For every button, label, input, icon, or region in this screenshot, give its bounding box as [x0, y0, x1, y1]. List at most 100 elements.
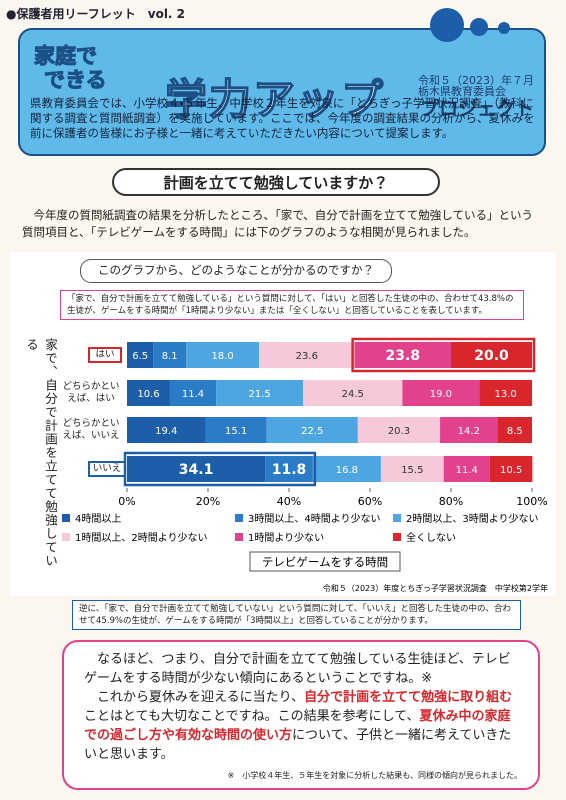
- value-label: 24.5: [342, 389, 364, 400]
- bar-segment: [186, 342, 260, 368]
- legend-label: 2時間以上、3時間より少ない: [406, 512, 539, 525]
- source: 令和５（2023）年度とちぎっ子学習状況調査 中学校第2学年: [323, 583, 548, 593]
- category-label: どちらかといえば、はい: [62, 381, 120, 404]
- value-label: 11.8: [272, 462, 307, 478]
- text: ことはとても大切なことですね。この結果を参考にして、: [84, 709, 420, 724]
- bar-segment: [354, 342, 451, 368]
- text: について、子供と一緒に考えていきたいと思います。: [84, 728, 512, 762]
- bar-segment: [489, 456, 533, 482]
- paragraph: これから夏休みを迎えるに当たり、自分で計画を立てて勉強に取り組むことはとても大切…: [84, 688, 522, 764]
- paragraph: なるほど、つまり、自分で計画を立てて勉強している生徒ほど、テレビゲームをする時間…: [84, 652, 511, 686]
- chart: 6.5 8.1 18.0 23.6 23.8 20.0 10.6 11.4 21.5 24.5 19…: [62, 337, 548, 593]
- value-label: 34.1: [179, 462, 214, 478]
- bar-segment: [497, 417, 532, 443]
- highlight: 夏休み中の家庭での過ごし方や有効な時間の使い方: [84, 709, 511, 743]
- footnote: ※ 小学校４年生、５年生を対象に分析した結果も、同様の傾向が見られました。: [227, 771, 522, 780]
- lead: 今年度の質問紙調査の結果を分析したところ、「家で、自分で計画を立てて勉強している…: [22, 208, 533, 239]
- value-label: 11.4: [182, 389, 204, 400]
- y-axis-label: 家で、自分で計画を立てて勉強している: [24, 338, 58, 568]
- highlight-frame: [351, 337, 536, 373]
- bar-segment: [127, 380, 170, 406]
- bar-segment: [312, 456, 381, 482]
- legend-swatch: [62, 533, 70, 541]
- legend-label: 4時間以上: [75, 513, 121, 525]
- bar-segment: [265, 456, 313, 482]
- bar-segment: [303, 380, 403, 406]
- value-label: 15.1: [225, 426, 247, 437]
- date: 令和５（2023）年７月: [418, 74, 534, 87]
- bar-segment: [153, 342, 187, 368]
- value-label: 23.6: [296, 351, 318, 362]
- question: 計画を立てて勉強していますか？: [112, 168, 440, 196]
- bar-segment: [169, 380, 217, 406]
- value-label: 10.5: [500, 465, 522, 476]
- bar-segment: [127, 342, 154, 368]
- badge: ●保護者用リーフレット vol. 2: [6, 7, 186, 21]
- title-small: できる: [44, 68, 108, 93]
- value-label: 20.0: [474, 348, 509, 364]
- category-label: はい: [88, 347, 122, 363]
- legend-label: 1時間より少ない: [248, 531, 324, 544]
- x-tick-label: 100%: [516, 495, 547, 508]
- value-label: 23.8: [386, 348, 421, 364]
- title-main: 学力アップ: [164, 74, 386, 125]
- legend-swatch: [235, 533, 243, 541]
- title-small: 家庭で: [34, 44, 98, 69]
- value-label: 19.4: [155, 426, 177, 437]
- bar-segment: [451, 342, 532, 368]
- note: 「家で、自分で計画を立てて勉強している」という質問に対して、「はい」と回答した生…: [60, 290, 524, 320]
- category-label: いいえ: [88, 461, 126, 477]
- x-tick-label: 80%: [439, 495, 463, 508]
- highlight: 自分で計画を立てて勉強に取り組む: [304, 690, 513, 705]
- bar-segment: [440, 417, 498, 443]
- value-label: 8.1: [162, 351, 178, 362]
- category-label: どちらかといえば、いいえ: [62, 418, 120, 441]
- x-tick-label: 0%: [118, 495, 135, 508]
- x-tick-label: 40%: [277, 495, 301, 508]
- value-label: 13.0: [495, 389, 517, 400]
- value-label: 19.0: [430, 389, 452, 400]
- title-sub: プロジェクト: [420, 98, 535, 120]
- bar-segment: [127, 456, 266, 482]
- note: 逆に、「家で、自分で計画を立てて勉強していない」という質問に対して、「いいえ」と…: [72, 600, 521, 630]
- value-label: 14.2: [458, 426, 480, 437]
- bar-segment: [479, 380, 532, 406]
- legend-label: 1時間以上、2時間より少ない: [75, 531, 208, 544]
- bar-segment: [259, 342, 355, 368]
- intro: 県教育委員会では、小学校４・５年生、中学校２年生を対象に「とちぎっ子学習状況調査…: [30, 96, 535, 140]
- legend-swatch: [235, 514, 243, 522]
- value-label: 16.8: [336, 465, 358, 476]
- value-label: 11.4: [456, 465, 478, 476]
- bar-segment: [205, 417, 267, 443]
- value-label: 21.5: [249, 389, 271, 400]
- bar-segment: [357, 417, 441, 443]
- speech-bubble: このグラフから、どのようなことが分かるのですか？: [80, 259, 392, 283]
- legend-swatch: [393, 514, 401, 522]
- value-label: 10.6: [137, 389, 159, 400]
- org: 栃木県教育委員会: [418, 85, 506, 98]
- value-label: 18.0: [211, 351, 233, 362]
- value-label: 22.5: [301, 426, 323, 437]
- bar-segment: [380, 456, 444, 482]
- x-axis-label: テレビゲームをする時間: [262, 555, 388, 569]
- text: これから夏休みを迎えるに当たり、: [84, 690, 305, 705]
- bar-segment: [443, 456, 490, 482]
- bar-segment: [127, 417, 206, 443]
- value-label: 8.5: [507, 426, 523, 437]
- value-label: 20.3: [388, 426, 410, 437]
- bar-segment: [266, 417, 358, 443]
- header: 家庭で できる 学力アップ 令和５（2023）年７月 栃木県教育委員会 プロジェ…: [18, 8, 546, 156]
- legend-label: 全くしない: [406, 531, 456, 544]
- x-tick-label: 20%: [196, 495, 220, 508]
- x-label-box: [249, 551, 401, 572]
- value-label: 6.5: [132, 351, 148, 362]
- legend-swatch: [393, 533, 401, 541]
- bar-segment: [402, 380, 480, 406]
- value-label: 15.5: [401, 465, 423, 476]
- x-tick-label: 60%: [358, 495, 382, 508]
- legend-swatch: [62, 514, 70, 522]
- conclusion: なるほど、つまり、自分で計画を立てて勉強している生徒ほど、テレビゲームをする時間…: [62, 640, 540, 790]
- bar-segment: [216, 380, 304, 406]
- legend-label: 3時間以上、4時間より少ない: [248, 512, 381, 525]
